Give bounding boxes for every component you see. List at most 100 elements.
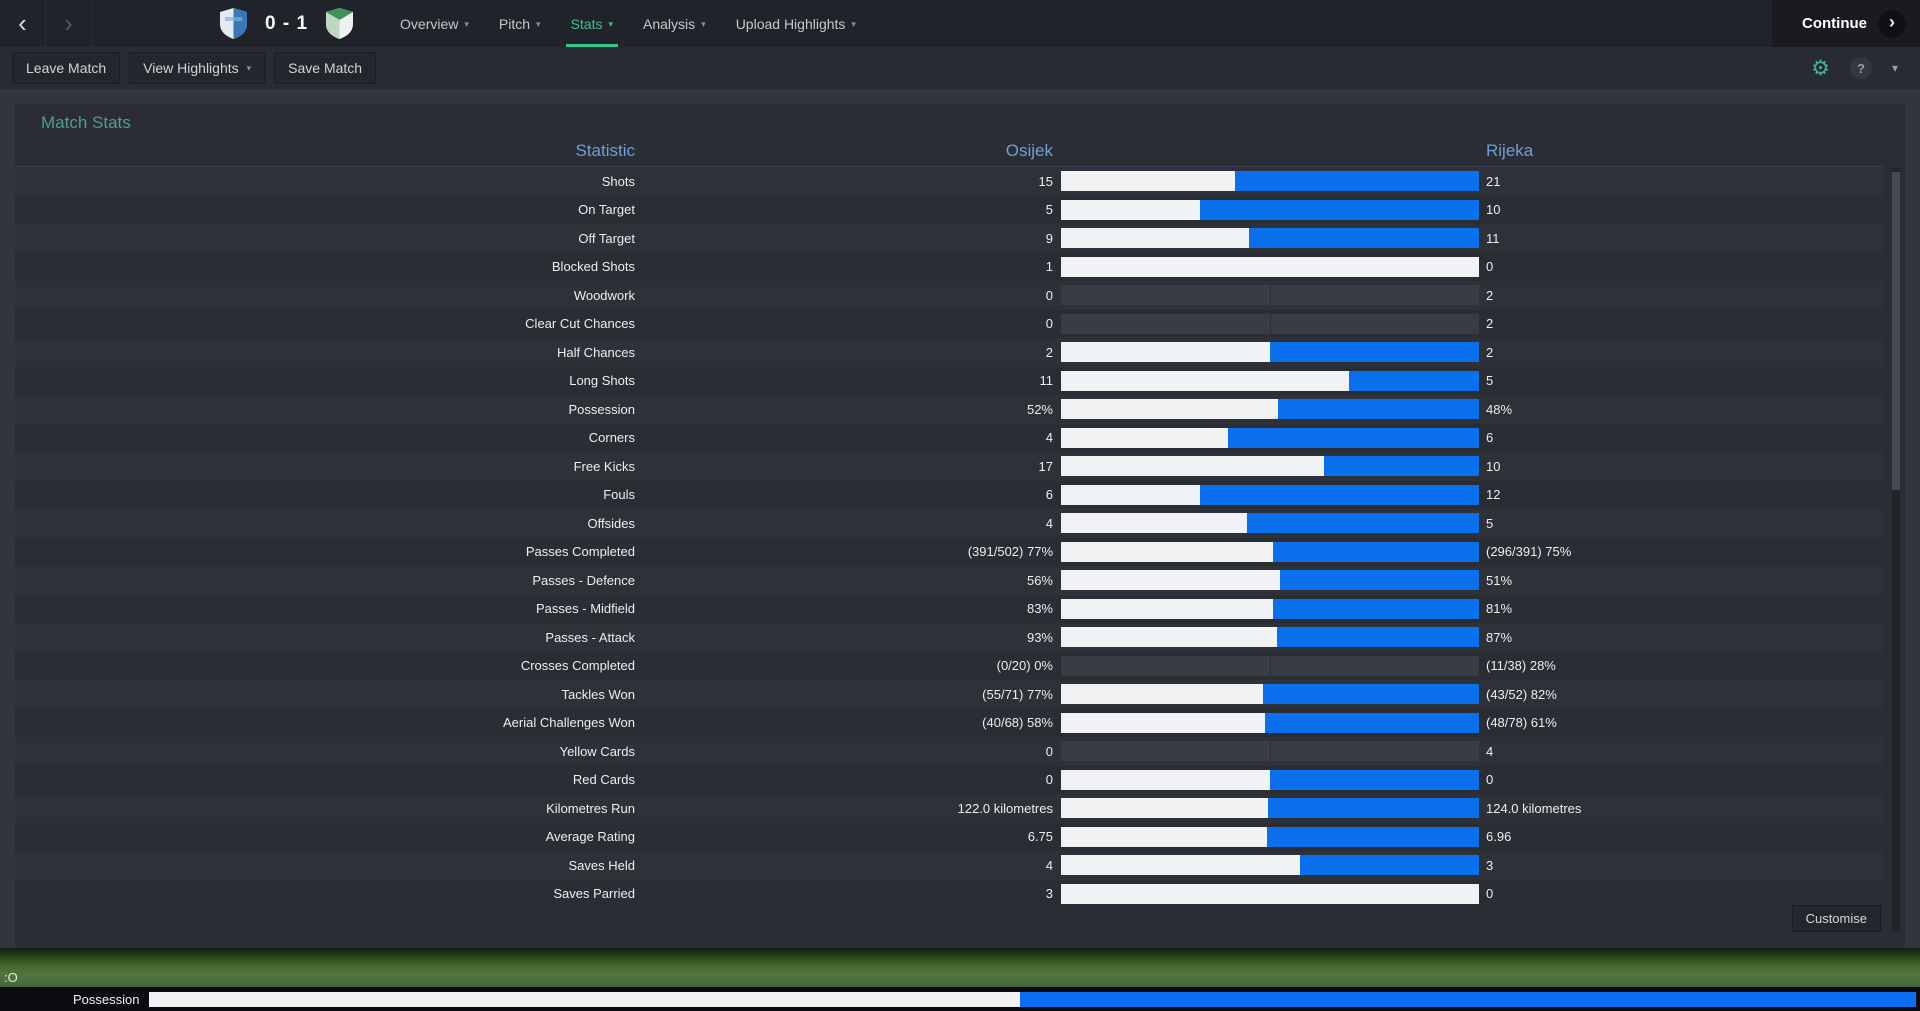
nav-tab-analysis[interactable]: Analysis ▾: [628, 0, 721, 47]
away-bar-segment: [1249, 228, 1479, 249]
nav-tab-stats[interactable]: Stats ▾: [556, 0, 628, 47]
nav-tab-label: Stats: [570, 15, 603, 32]
stat-label: Yellow Cards: [559, 743, 635, 759]
stats-row: Yellow Cards 0 4: [15, 737, 1883, 766]
stat-label: Tackles Won: [561, 686, 635, 702]
away-bar-segment: [1270, 342, 1479, 363]
stats-row: On Target 5 10: [15, 196, 1883, 225]
stat-comparison-bar: [1061, 285, 1479, 306]
away-bar-segment: [1263, 684, 1479, 705]
stat-away-value: 6.96: [1486, 829, 1512, 845]
possession-bar[interactable]: [149, 991, 1916, 1007]
stat-home-value: 0: [1045, 287, 1053, 303]
stats-row: Crosses Completed (0/20) 0% (11/38) 28%: [15, 652, 1883, 681]
stat-label: Passes - Defence: [532, 572, 635, 588]
stats-table: Statistic Osijek Rijeka Shots 15 21 On Targ…: [15, 136, 1883, 908]
stat-comparison-bar: [1061, 798, 1479, 819]
stat-home-value: 6: [1045, 487, 1053, 503]
nav-tab-pitch[interactable]: Pitch ▾: [484, 0, 556, 47]
stat-away-value: 5: [1486, 515, 1494, 531]
away-bar-segment: [1228, 427, 1479, 448]
leave-match-label: Leave Match: [26, 60, 107, 76]
stat-label: Blocked Shots: [551, 259, 635, 275]
away-bar-segment: [1279, 570, 1479, 591]
stat-comparison-bar: [1061, 826, 1479, 847]
collapse-chevron-icon[interactable]: ▾: [1891, 61, 1898, 75]
stat-label: Passes - Midfield: [536, 601, 635, 617]
nav-tab-label: Upload Highlights: [735, 15, 846, 32]
stat-label: Half Chances: [556, 344, 635, 360]
leave-match-button[interactable]: Leave Match: [12, 52, 121, 84]
stat-home-value: 4: [1045, 430, 1053, 446]
view-highlights-dropdown[interactable]: View Highlights ▾: [129, 52, 266, 84]
customise-button[interactable]: Customise: [1791, 905, 1881, 932]
stats-row: Off Target 9 11: [15, 224, 1883, 253]
stats-row: Free Kicks 17 10: [15, 452, 1883, 481]
stat-comparison-bar: [1061, 541, 1479, 562]
stats-table-header: Statistic Osijek Rijeka: [15, 136, 1883, 167]
stat-label: Woodwork: [573, 287, 635, 303]
stat-home-value: (391/502) 77%: [967, 544, 1053, 560]
stat-label: Shots: [601, 173, 635, 189]
gear-icon[interactable]: ⚙: [1811, 56, 1830, 80]
away-bar-segment: [1235, 171, 1479, 192]
main-nav: Overview ▾ Pitch ▾ Stats ▾ Analysis ▾ Upload Hig…: [385, 0, 871, 47]
stat-comparison-bar: [1061, 741, 1479, 762]
stat-away-value: 12: [1486, 487, 1501, 503]
stats-row: Shots 15 21: [15, 167, 1883, 196]
nav-tab-overview[interactable]: Overview ▾: [385, 0, 484, 47]
stat-label: Possession: [568, 401, 635, 417]
stats-row: Woodwork 0 2: [15, 281, 1883, 310]
save-match-button[interactable]: Save Match: [274, 52, 377, 84]
pitch-overlay-text: :O: [4, 970, 18, 985]
stat-comparison-bar: [1061, 655, 1479, 676]
nav-tab-label: Pitch: [498, 15, 531, 32]
scrollbar-thumb[interactable]: [1892, 172, 1900, 490]
stat-home-value: (40/68) 58%: [982, 715, 1053, 731]
stat-label: Saves Held: [568, 857, 635, 873]
nav-tab-upload-highlights[interactable]: Upload Highlights ▾: [721, 0, 871, 47]
stat-label: Passes - Attack: [545, 629, 635, 645]
home-team-badge-shield: [220, 8, 247, 39]
away-bar-segment: [1277, 627, 1479, 648]
stats-row: Fouls 6 12: [15, 481, 1883, 510]
stat-home-value: 3: [1045, 886, 1053, 902]
continue-button[interactable]: Continue ›: [1772, 0, 1920, 47]
forward-button[interactable]: ›: [46, 0, 92, 47]
stat-label: Fouls: [603, 487, 635, 503]
stat-away-value: 5: [1486, 373, 1494, 389]
stat-label: Crosses Completed: [520, 658, 635, 674]
help-icon[interactable]: ?: [1849, 57, 1872, 79]
stat-away-value: (43/52) 82%: [1486, 686, 1557, 702]
away-team-badge-shield: [326, 8, 354, 39]
possession-label: Possession: [73, 991, 140, 1007]
column-header-home-team[interactable]: Osijek: [1005, 141, 1053, 160]
stat-away-value: 4: [1486, 743, 1494, 759]
view-highlights-label: View Highlights: [143, 60, 239, 76]
away-bar-segment: [1272, 598, 1479, 619]
stats-row: Red Cards 0 0: [15, 766, 1883, 795]
stat-comparison-bar: [1061, 171, 1479, 192]
stat-comparison-bar: [1061, 427, 1479, 448]
stat-home-value: 4: [1045, 515, 1053, 531]
stat-away-value: (48/78) 61%: [1486, 715, 1557, 731]
stats-table-body: Shots 15 21 On Target 5 10 Off Target 9 11 Blocke…: [15, 167, 1883, 908]
stat-away-value: 51%: [1486, 572, 1513, 588]
stats-row: Possession 52% 48%: [15, 395, 1883, 424]
home-team-badge[interactable]: [220, 8, 247, 39]
column-header-away-team[interactable]: Rijeka: [1486, 141, 1534, 160]
stat-home-value: 1: [1045, 259, 1053, 275]
away-team-badge[interactable]: [326, 8, 354, 39]
stat-away-value: 21: [1486, 173, 1501, 189]
stat-label: Kilometres Run: [546, 800, 635, 816]
column-header-statistic: Statistic: [575, 141, 635, 160]
stat-away-value: 11: [1486, 230, 1500, 246]
stat-label: On Target: [578, 202, 635, 218]
scrollbar-track[interactable]: [1892, 168, 1900, 932]
stat-comparison-bar: [1061, 598, 1479, 619]
stat-home-value: 11: [1039, 373, 1054, 389]
stat-comparison-bar: [1061, 769, 1479, 790]
back-button[interactable]: ‹: [0, 0, 46, 47]
stat-home-value: 93%: [1026, 629, 1053, 645]
away-bar-segment: [1200, 484, 1479, 505]
